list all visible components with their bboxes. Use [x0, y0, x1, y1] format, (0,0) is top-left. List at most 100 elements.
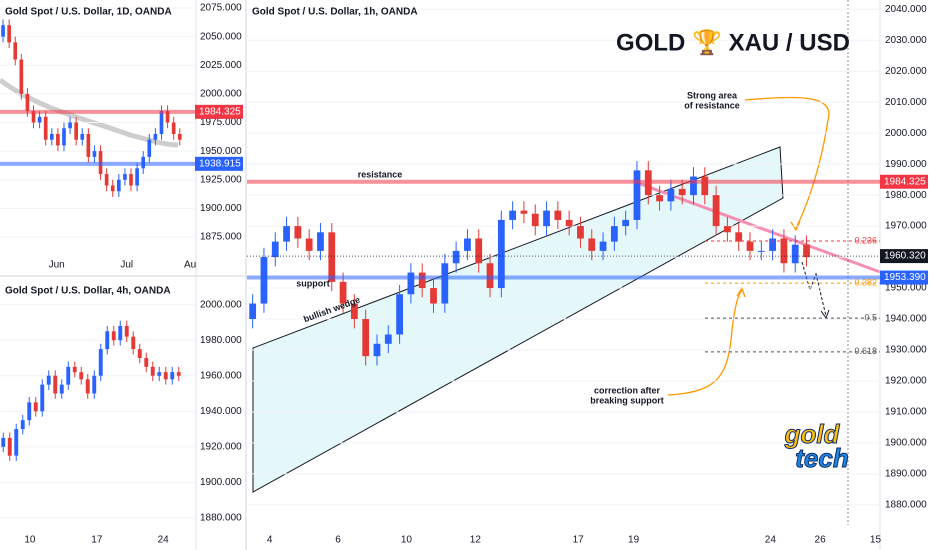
y-tick-label: 2000.000 [200, 89, 242, 100]
candle-body [577, 226, 584, 239]
y-tick-label: 1990.000 [885, 159, 927, 170]
x-tick-label: 24 [765, 535, 777, 546]
candle-body [667, 188, 675, 202]
candle-body [373, 343, 381, 357]
price-tag [880, 249, 928, 264]
fib-label: 0.236 [854, 235, 877, 245]
arrow [667, 289, 743, 396]
candle-body [46, 375, 51, 385]
candle-body [124, 325, 129, 337]
candle-body [803, 244, 810, 258]
candle-body [31, 111, 36, 123]
candle-body [92, 375, 97, 394]
x-tick-label: 19 [628, 535, 640, 546]
y-tick-label: 1880.000 [885, 500, 927, 511]
candle-body [117, 179, 121, 192]
logo: tech [795, 443, 848, 473]
y-tick-label: 1920.000 [200, 441, 242, 452]
headline: GOLD 🏆 XAU / USD [616, 28, 850, 56]
panel-title: Gold Spot / U.S. Dollar, 1h, OANDA [252, 7, 418, 18]
y-tick-label: 1900.000 [200, 203, 242, 214]
y-tick-label: 1970.000 [885, 221, 927, 232]
y-tick-label: 1920.000 [885, 376, 927, 387]
arrow [744, 96, 830, 229]
candle-body [757, 250, 765, 252]
candle-body [37, 116, 42, 123]
price-tag [880, 174, 928, 189]
annotation: correction after [594, 385, 661, 395]
candle-body [249, 303, 257, 320]
candle-body [33, 402, 38, 412]
candle-body [49, 133, 54, 140]
candle-body [92, 151, 97, 157]
y-tick-label: 1900.000 [200, 477, 242, 488]
x-tick-label: Jun [49, 260, 65, 271]
candle-body [74, 122, 78, 140]
candle-body [25, 93, 30, 112]
candle-body [170, 372, 175, 380]
candle-body [98, 349, 103, 376]
y-tick-label: 2075.000 [200, 3, 242, 14]
candle-body [123, 174, 127, 180]
candle-body [271, 241, 279, 258]
y-tick-label: 2020.000 [885, 66, 927, 77]
projection [801, 261, 827, 317]
candle-body [159, 111, 164, 134]
x-tick-label: Au [184, 260, 196, 271]
candle-body [80, 133, 85, 140]
y-tick-label: 1940.000 [885, 314, 927, 325]
annotation: resistance [358, 169, 403, 179]
candle-body [163, 372, 168, 380]
candle-body [543, 210, 550, 227]
candle-body [452, 250, 460, 264]
candle-body [283, 226, 290, 242]
candle-body [599, 241, 607, 251]
candle-body [171, 122, 176, 134]
y-tick-label: 2040.000 [885, 4, 927, 15]
candle-body [68, 122, 72, 129]
candle-body [701, 176, 709, 196]
candle-body [150, 366, 155, 376]
candle-body [362, 319, 370, 357]
annotation: breaking support [590, 395, 664, 405]
candle-body [147, 139, 152, 157]
x-tick-label: 12 [470, 535, 482, 546]
y-tick-label: 1960.000 [200, 370, 242, 381]
candle-body [165, 111, 170, 123]
candle-body [497, 219, 505, 289]
candle-body [384, 334, 392, 344]
candle-body [144, 357, 149, 367]
candle-body [129, 174, 133, 186]
candle-body [656, 195, 663, 202]
fib-label: 0.382 [854, 277, 877, 287]
candle-body [441, 263, 449, 304]
y-tick-label: 1950.000 [200, 146, 242, 157]
annotation: Strong area [687, 90, 738, 100]
candle-body [350, 303, 358, 320]
candle-body [20, 420, 25, 430]
candle-body [531, 213, 539, 227]
y-tick-label: 2025.000 [200, 60, 242, 71]
panel-title: Gold Spot / U.S. Dollar, 1D, OANDA [5, 7, 172, 18]
price-tag-label: 1984.325 [199, 106, 241, 117]
candle-body [153, 133, 158, 140]
y-tick-label: 1880.000 [200, 513, 242, 524]
y-tick-label: 1950.000 [885, 283, 927, 294]
candle-body [59, 384, 64, 394]
fib-label: 0.618 [854, 346, 877, 356]
y-tick-label: 1900.000 [885, 438, 927, 449]
candle-body [464, 238, 471, 251]
candle-body [690, 176, 697, 196]
x-tick-label: 17 [573, 535, 585, 546]
candle-body [328, 232, 336, 282]
x-tick-label: 10 [401, 535, 413, 546]
candle-body [56, 133, 60, 146]
x-tick-label: 4 [267, 535, 273, 546]
candle-body [7, 437, 12, 456]
candle-body [111, 331, 116, 341]
candle-body [19, 59, 24, 94]
price-tag-label: 1938.915 [199, 158, 241, 169]
